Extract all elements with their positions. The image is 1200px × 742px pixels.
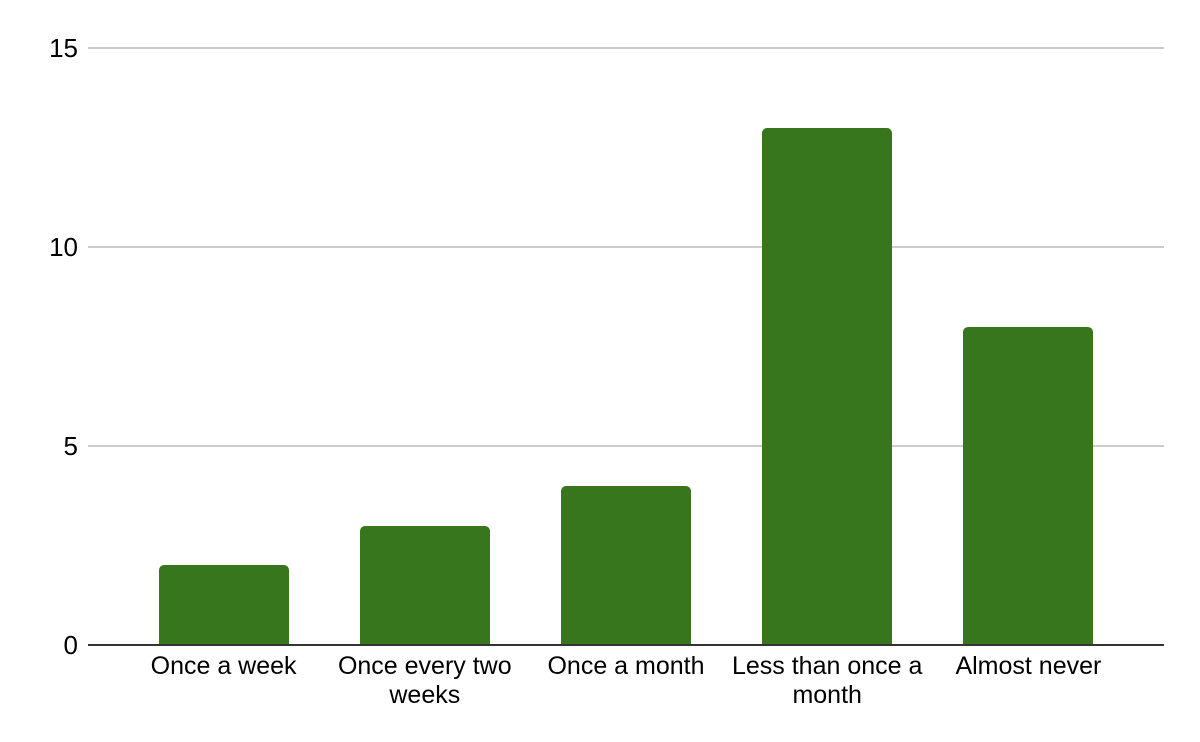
gridline-y-15	[88, 47, 1164, 49]
y-axis-tick-label: 0	[63, 630, 78, 660]
bar-once-every-two-weeks	[359, 525, 490, 645]
gridline-y-5	[88, 445, 1164, 447]
x-axis-category-label: Less than once a month	[731, 652, 923, 709]
y-axis-tick-label: 5	[63, 431, 78, 461]
bar-almost-never	[963, 326, 1094, 645]
x-axis-category-label: Once a week	[150, 652, 297, 680]
x-axis-category-label: Once a month	[547, 652, 705, 680]
x-axis-baseline	[88, 644, 1164, 646]
bar-once-a-month	[561, 485, 691, 645]
bar-once-a-week	[158, 565, 289, 645]
x-axis-category-label: Once every two weeks	[337, 652, 512, 709]
bar-less-than-once-a-month	[762, 127, 893, 645]
gridline-y-10	[88, 246, 1164, 248]
y-axis-tick-label: 15	[49, 33, 78, 63]
y-axis-tick-label: 10	[49, 232, 78, 262]
x-axis-category-label: Almost never	[955, 652, 1102, 680]
